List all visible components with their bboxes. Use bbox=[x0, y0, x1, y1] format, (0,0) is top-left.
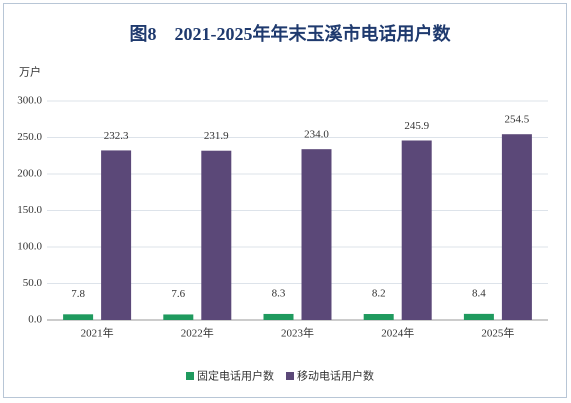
bar bbox=[363, 314, 394, 320]
x-tick-label: 2021年 bbox=[81, 326, 114, 340]
bar bbox=[501, 134, 532, 320]
frame bbox=[3, 3, 567, 398]
x-tick-label: 2023年 bbox=[281, 326, 314, 340]
y-tick-label: 100.0 bbox=[17, 241, 42, 253]
data-label: 8.3 bbox=[272, 287, 286, 299]
y-tick-label: 250.0 bbox=[17, 131, 42, 143]
x-tick-label: 2025年 bbox=[481, 326, 514, 340]
data-label: 8.4 bbox=[472, 287, 486, 299]
chart-title: 图8 2021-2025年年末玉溪市电话用户数 bbox=[130, 23, 452, 44]
data-label: 234.0 bbox=[304, 129, 329, 141]
y-tick-label: 50.0 bbox=[23, 277, 43, 289]
data-label: 7.8 bbox=[71, 288, 85, 300]
y-axis-label: 万户 bbox=[19, 65, 41, 79]
x-tick-label: 2024年 bbox=[381, 326, 414, 340]
legend-label: 固定电话用户数 bbox=[197, 369, 274, 383]
bar bbox=[101, 150, 132, 320]
bar bbox=[263, 313, 294, 320]
legend-label: 移动电话用户数 bbox=[297, 369, 374, 383]
x-tick-label: 2022年 bbox=[181, 326, 214, 340]
legend-swatch bbox=[286, 372, 294, 380]
bar bbox=[63, 314, 94, 320]
y-tick-label: 0.0 bbox=[28, 314, 42, 326]
data-label: 232.3 bbox=[104, 130, 129, 142]
bar bbox=[201, 150, 232, 320]
bar bbox=[401, 140, 432, 320]
y-tick-label: 200.0 bbox=[17, 168, 42, 180]
data-label: 8.2 bbox=[372, 288, 386, 300]
data-label: 254.5 bbox=[505, 114, 530, 126]
bar bbox=[301, 149, 332, 320]
y-tick-label: 300.0 bbox=[17, 95, 42, 107]
bar bbox=[163, 314, 194, 320]
y-tick-label: 150.0 bbox=[17, 204, 42, 216]
legend-swatch bbox=[186, 372, 194, 380]
data-label: 245.9 bbox=[404, 120, 429, 132]
data-label: 7.6 bbox=[171, 288, 185, 300]
bar bbox=[463, 313, 494, 320]
data-label: 231.9 bbox=[204, 130, 229, 142]
